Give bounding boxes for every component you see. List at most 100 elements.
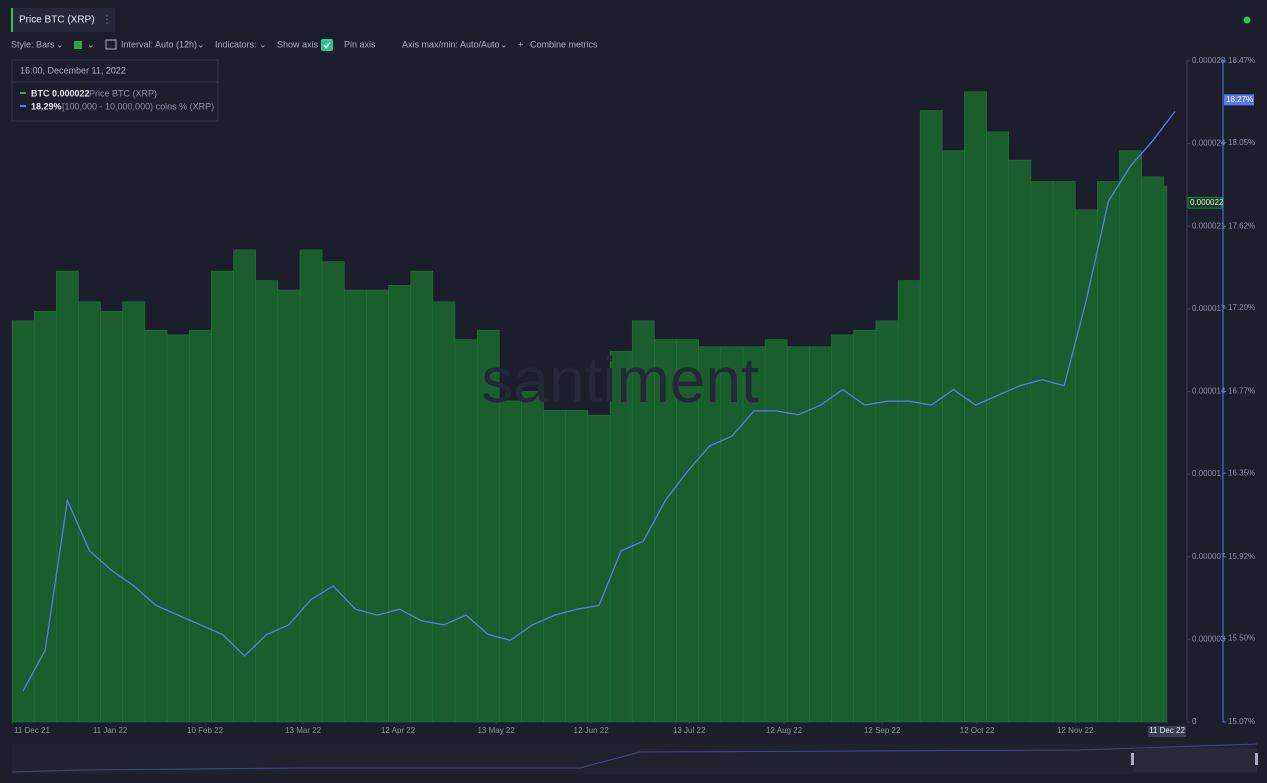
y2-tick-label: 15.07% (1228, 717, 1255, 726)
bar (122, 301, 146, 723)
y2-tick-label: 15.92% (1228, 552, 1255, 561)
bar (986, 131, 1010, 723)
bar (853, 329, 877, 723)
value-badge (1187, 196, 1223, 209)
bar (299, 249, 323, 723)
bar (1163, 185, 1168, 723)
value-badge (1224, 94, 1254, 106)
tab-menu[interactable]: ⋮ (102, 15, 112, 26)
x-tick-label: 12 Nov 22 (1057, 726, 1094, 735)
indicators-select[interactable]: Indicators: (215, 39, 257, 49)
bar (1008, 159, 1032, 723)
pin-axis[interactable]: Pin axis (344, 39, 376, 49)
bar (565, 410, 589, 723)
caret: ⌄ (500, 39, 508, 49)
bar (211, 270, 234, 723)
tooltip-value: 18.29% (31, 101, 62, 111)
calendar-icon (105, 39, 117, 50)
bar (33, 310, 57, 723)
x-tick-label: 11 Dec 21 (14, 726, 50, 735)
axis-range[interactable]: Axis max/min: Auto/Auto (402, 39, 500, 49)
bar (388, 285, 411, 723)
plus: + (518, 39, 523, 49)
navigator-window[interactable] (1133, 748, 1257, 772)
check (323, 42, 331, 49)
navigator-line (11, 743, 1258, 773)
y2-tick-label: 15.50% (1228, 634, 1255, 643)
x-tick-label: 12 Apr 22 (381, 726, 416, 735)
navigator-handle[interactable] (1255, 753, 1258, 765)
tab-title: Price BTC (XRP) (19, 15, 95, 26)
y2-tick-label: 17.62% (1228, 221, 1255, 230)
y-tick-label: 0.000007 (1192, 552, 1226, 561)
y-tick-label: 0.000017 (1192, 304, 1226, 313)
tooltip (11, 59, 219, 122)
y-tick-label: 0 (1192, 717, 1197, 726)
navigator-handle[interactable] (1131, 753, 1134, 765)
interval-select[interactable]: Interval: Auto (12h) (121, 39, 197, 49)
x-tick-label: 10 Feb 22 (187, 726, 224, 735)
bar (1074, 209, 1098, 723)
x-tick-label: 12 Aug 22 (766, 726, 803, 735)
bar (587, 414, 611, 723)
y-tick-label: 0.000021 (1192, 221, 1226, 230)
bar (499, 400, 522, 723)
bar (166, 334, 190, 723)
style-select[interactable]: Style: Bars (11, 39, 55, 49)
x-tick-label: 13 Mar 22 (285, 726, 322, 735)
caret: ⌄ (197, 39, 205, 49)
bar (11, 320, 35, 723)
value-badge-label: 0.000022 (1190, 198, 1224, 207)
bar (432, 301, 456, 723)
bar (454, 339, 478, 723)
bar (255, 280, 279, 723)
checkbox[interactable] (321, 39, 333, 51)
bar (964, 91, 987, 723)
tab[interactable] (11, 8, 115, 32)
legend-label: [100,000 - 10,000,000) coins % (XRP) (62, 101, 214, 111)
bar (1141, 176, 1165, 723)
bar (233, 249, 256, 723)
bar (144, 329, 168, 723)
y2-tick-label: 17.20% (1228, 303, 1255, 312)
bar (1097, 181, 1120, 723)
show-axis[interactable]: Show axis (277, 39, 319, 49)
x-tick-label: 12 Jun 22 (574, 726, 610, 735)
bar (188, 329, 212, 723)
color-swatch[interactable] (74, 41, 82, 49)
combine-metrics[interactable]: Combine metrics (530, 39, 598, 49)
tab-accent (11, 8, 13, 32)
watermark: santiment (481, 344, 759, 416)
tooltip-value: BTC 0.000022 (31, 88, 90, 98)
legend-label: Price BTC (XRP) (89, 88, 157, 98)
caret: ⌄ (87, 39, 95, 49)
bar (831, 334, 854, 723)
caret: ⌄ (259, 39, 267, 49)
line (22, 111, 1176, 692)
y-tick-label: 0.000014 (1192, 387, 1226, 396)
bar (787, 346, 810, 723)
bar (1030, 181, 1054, 723)
x-tick-label: 13 Jul 22 (673, 726, 706, 735)
y2-tick-label: 18.47% (1228, 56, 1255, 65)
x-tick-label: 11 Dec 22 (1149, 726, 1185, 735)
bar (100, 310, 124, 723)
bar (344, 289, 367, 723)
bar (764, 339, 788, 723)
bar (78, 301, 101, 723)
x-tick-label: 13 May 22 (477, 726, 515, 735)
navigator[interactable] (12, 744, 1257, 774)
x-tick-label: 11 Jan 22 (93, 726, 128, 735)
bar (277, 289, 301, 723)
bar (366, 289, 389, 723)
bar (897, 280, 921, 723)
y2-tick-label: 16.77% (1228, 387, 1255, 396)
y-tick-label: 0.00001 (1192, 469, 1221, 478)
bar (521, 391, 544, 723)
bar (919, 110, 943, 723)
bar (809, 346, 832, 723)
bar (321, 261, 345, 723)
y2-tick-label: 16.35% (1228, 468, 1255, 477)
plot (11, 91, 1176, 723)
